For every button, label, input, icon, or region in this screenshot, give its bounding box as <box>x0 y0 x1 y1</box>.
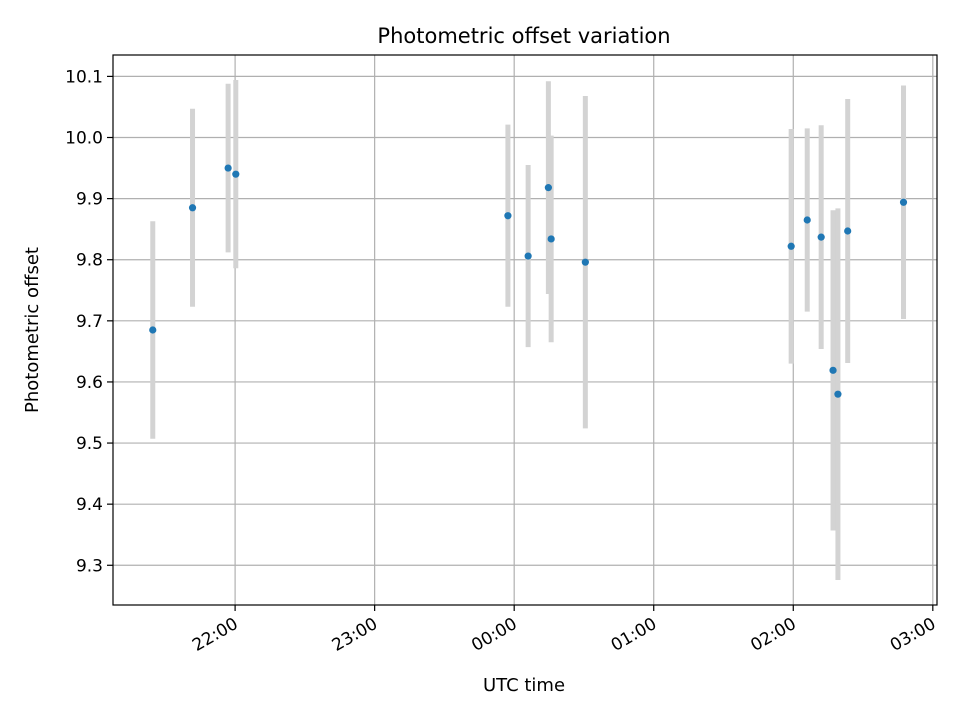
data-point <box>803 216 811 224</box>
data-point <box>581 258 589 266</box>
x-axis-label: UTC time <box>483 675 565 696</box>
data-points <box>149 164 908 398</box>
data-point <box>834 390 842 398</box>
data-point <box>829 366 837 374</box>
y-tick-label: 9.3 <box>76 556 103 576</box>
y-tick-label: 9.6 <box>76 373 103 393</box>
y-tick-label: 9.9 <box>76 190 103 210</box>
data-point <box>787 242 795 250</box>
chart-title: Photometric offset variation <box>377 24 670 48</box>
data-point <box>817 233 825 241</box>
data-point <box>547 235 555 243</box>
y-axis-label: Photometric offset <box>22 247 43 413</box>
y-tick-label: 10.1 <box>65 67 103 87</box>
data-point <box>544 184 552 192</box>
data-point <box>524 252 532 260</box>
y-tick-label: 10.0 <box>65 129 103 149</box>
y-tick-label: 9.7 <box>76 312 103 332</box>
data-point <box>232 170 240 178</box>
data-point <box>149 326 157 334</box>
data-point <box>504 212 512 220</box>
data-point <box>899 198 908 206</box>
data-point <box>188 204 197 212</box>
y-tick-label: 9.4 <box>76 495 103 515</box>
data-point <box>224 164 232 172</box>
plot-frame <box>112 54 938 606</box>
y-axis-ticks: 9.3 9.4 9.5 9.6 9.7 9.8 9.9 10.0 10.1 <box>65 67 113 576</box>
data-point <box>844 227 852 235</box>
y-tick-label: 9.5 <box>76 434 103 454</box>
y-tick-label: 9.8 <box>76 251 103 271</box>
